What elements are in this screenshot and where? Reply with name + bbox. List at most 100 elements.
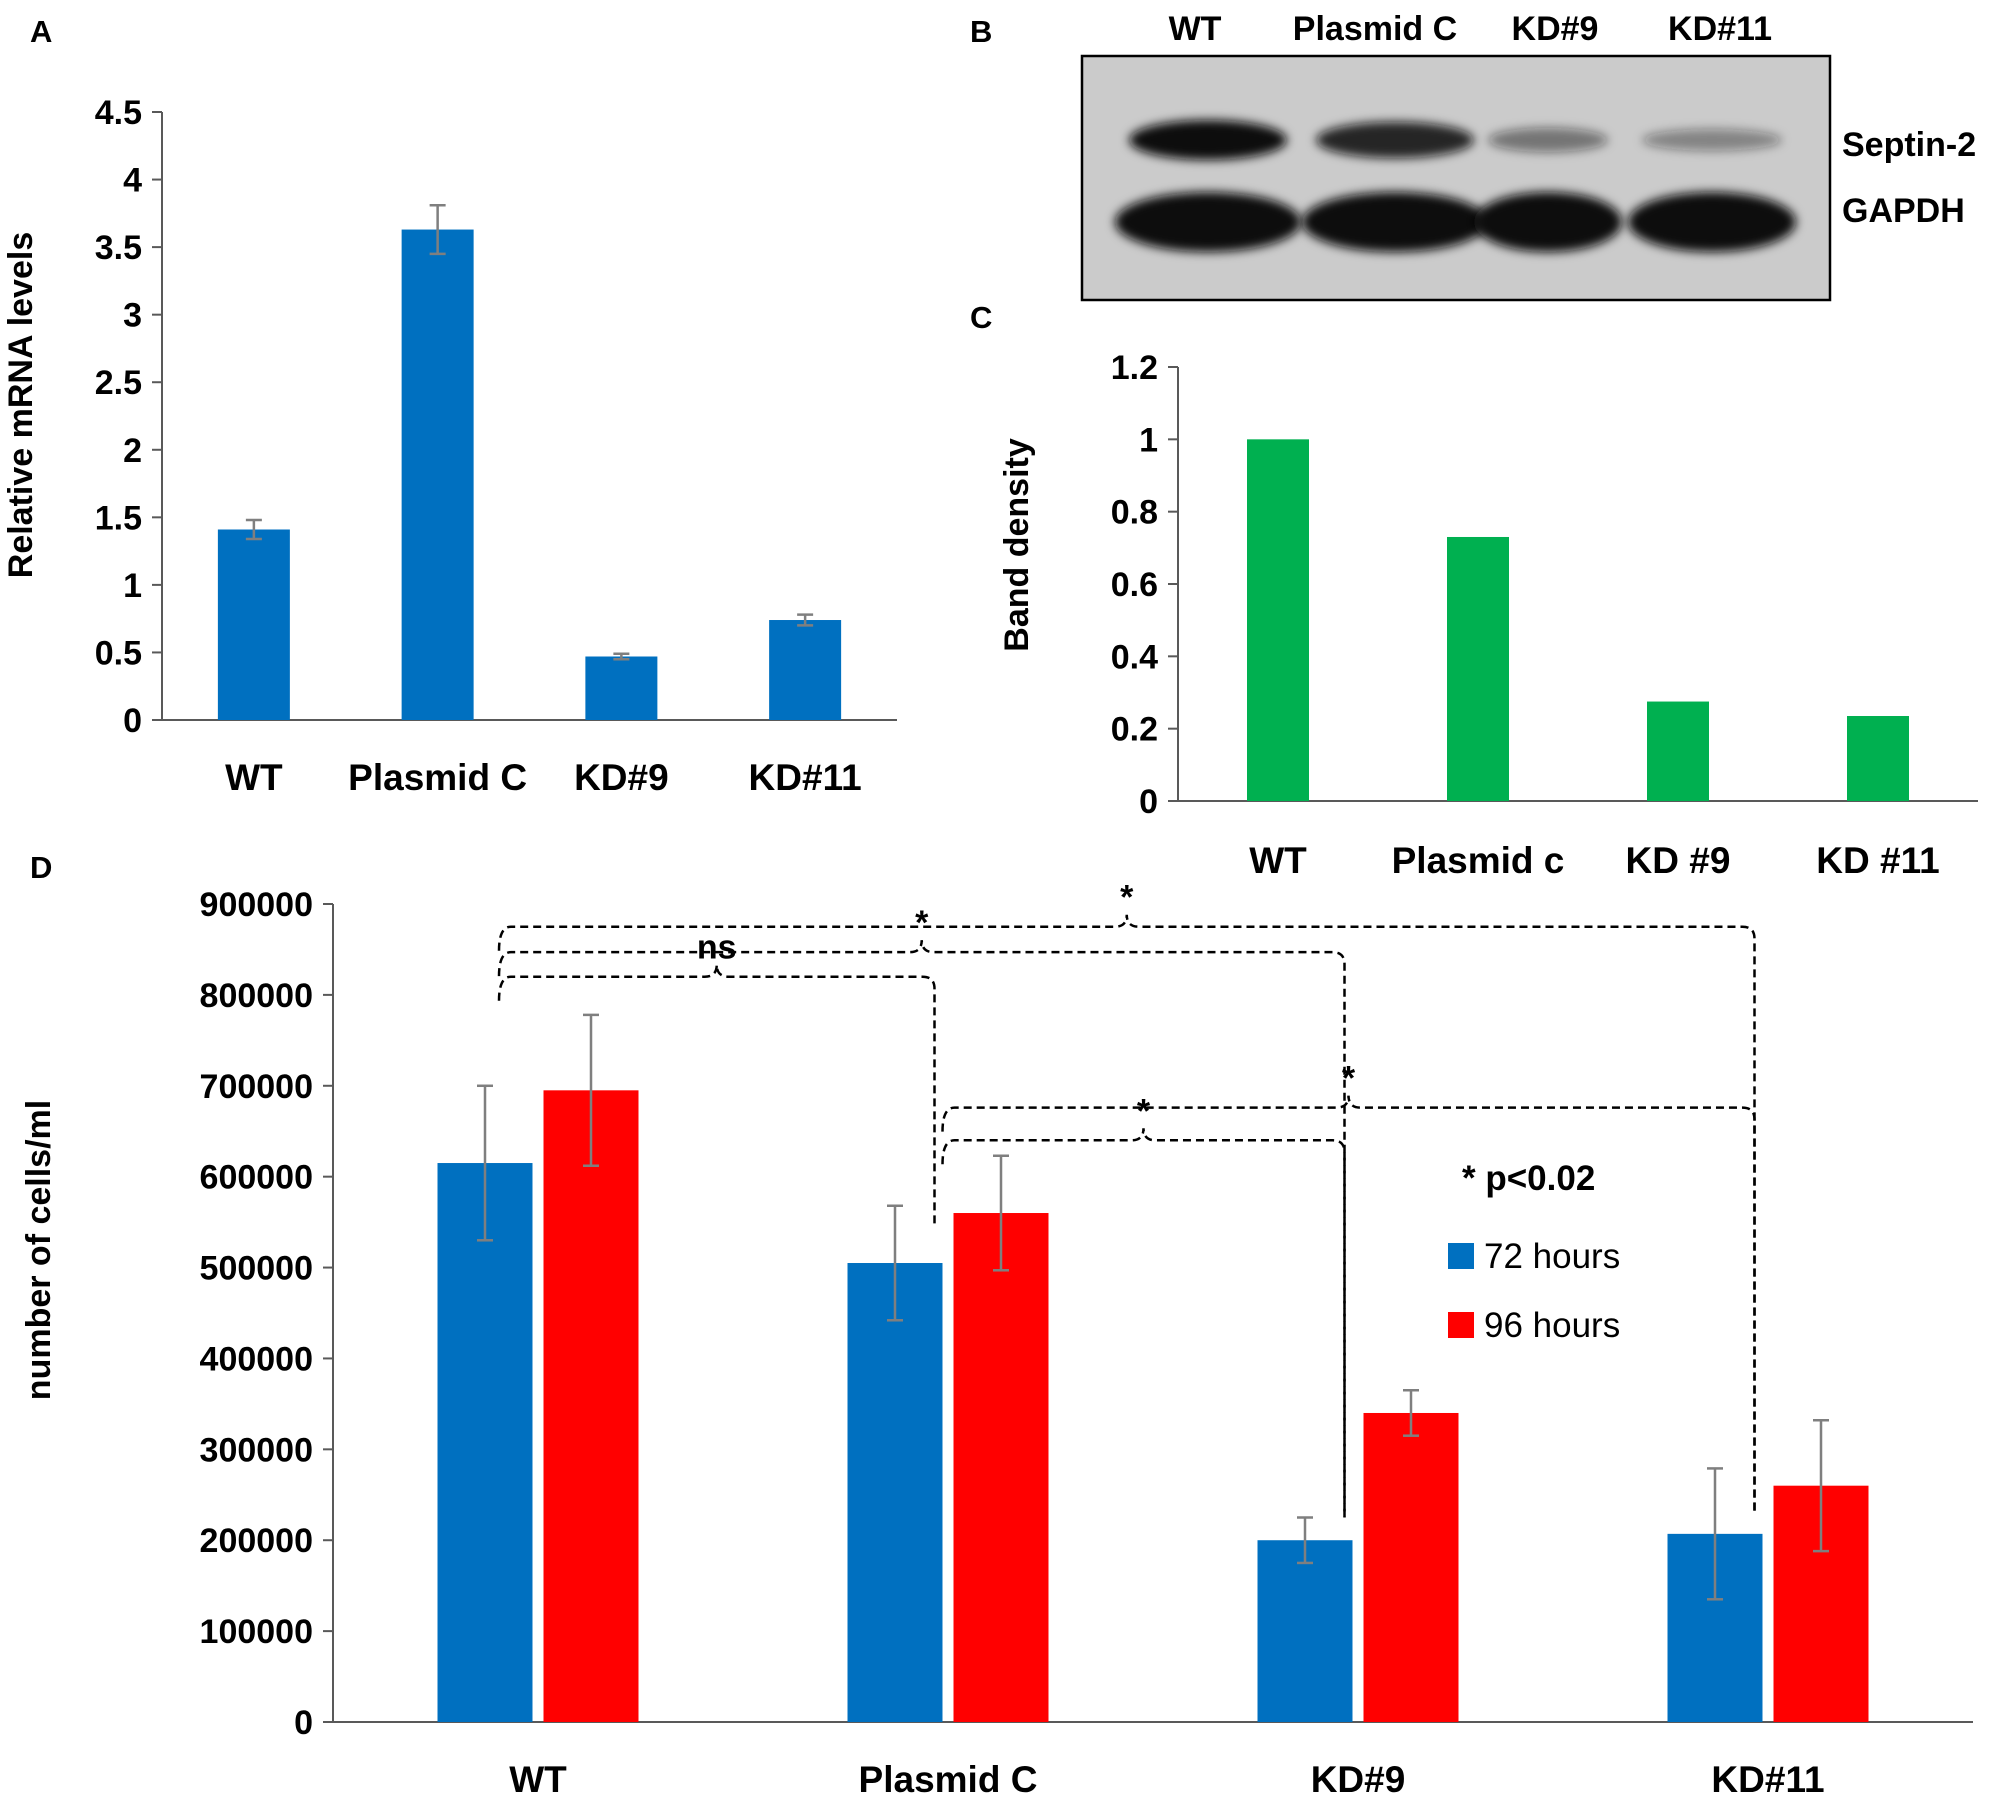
panel-d-bar-chart: 0 100000 200000 300000 400000 500000 600000 700… (200, 886, 1973, 1796)
bracket-plasmid-c-vs-kd-9 (941, 1128, 1346, 1518)
panel-a-bar-wt (217, 529, 290, 720)
panel-d-x-label-plasmid-c: Plasmid C (859, 1759, 1038, 1796)
panel-a-y-tick-label: 0.5 (95, 634, 142, 672)
blot-lane-label-kd-11: KD#11 (1668, 10, 1772, 48)
panel-c: C Band density 0 0.2 0.4 0.6 0.8 1 1.2 WT Plasmi… (970, 300, 1978, 881)
panel-d-legend: * p<0.02 72 hours 96 hours (1448, 1159, 1620, 1345)
p-value-note: * p<0.02 (1462, 1159, 1595, 1198)
bracket-plasmid-c-vs-kd-11 (941, 1095, 1756, 1512)
panel-a-y-tick-label: 2.5 (95, 364, 142, 402)
panel-c-y-tick-label: 1 (1139, 421, 1158, 459)
gapdh-band-wt (1115, 192, 1301, 252)
panel-d-y-tick-label: 700000 (200, 1068, 313, 1106)
panel-d-y-axis-title: number of cells/ml (20, 1100, 58, 1400)
panel-a-bar-chart: 0 0.5 1 1.5 2 2.5 3 3.5 4 4.5 WT Plasmid C KD#9 KD#11 (95, 94, 897, 798)
panel-c-bar-kd-9 (1647, 701, 1709, 801)
significance-label-plasmid-c-vs-kd-9: * (1137, 1092, 1151, 1130)
panel-c-y-tick-label: 1.2 (1111, 349, 1158, 387)
panel-a-x-label-wt: WT (225, 757, 283, 798)
panel-c-x-label-kd-11: KD #11 (1816, 840, 1939, 881)
panel-d-x-label-wt: WT (509, 1759, 567, 1796)
panel-d-bar-kd-9-72-hours (1257, 1540, 1353, 1722)
significance-label-wt-vs-kd-9: * (915, 904, 929, 942)
panel-d-y-tick-label: 800000 (200, 977, 313, 1015)
panel-a-bar-kd-11 (769, 620, 842, 720)
panel-c-y-tick-label: 0.2 (1111, 711, 1158, 749)
panel-c-bar-chart: 0 0.2 0.4 0.6 0.8 1 1.2 WT Plasmid c KD #9 KD #11 (1111, 349, 1978, 881)
panel-d-bar-plasmid-c-96-hours (953, 1213, 1049, 1722)
panel-d-y-tick-label: 900000 (200, 886, 313, 924)
septin-2-row-label: Septin-2 (1842, 126, 1976, 164)
panel-c-y-tick-label: 0.8 (1111, 494, 1158, 532)
panel-d-bar-plasmid-c-72-hours (847, 1263, 943, 1722)
bracket-wt-vs-kd-9 (497, 940, 1346, 1518)
panel-b-label: B (970, 14, 992, 49)
panel-d-bar-kd-9-96-hours (1363, 1412, 1459, 1722)
blot-lane-label-wt: WT (1169, 10, 1222, 48)
gapdh-band-kd-9 (1474, 192, 1622, 252)
panel-c-y-axis-title: Band density (998, 438, 1036, 652)
panel-a-bar-kd-9 (585, 656, 658, 720)
legend-label-96-hours: 96 hours (1484, 1306, 1620, 1345)
panel-a-y-tick-label: 4 (123, 162, 142, 200)
panel-d-label: D (30, 850, 52, 885)
panel-a-y-tick-label: 1 (123, 567, 142, 605)
septin-2-band-kd-9 (1488, 127, 1608, 153)
panel-a-y-tick-label: 0 (123, 702, 142, 740)
panel-a-y-axis-title: Relative mRNA levels (2, 232, 40, 578)
panel-a-y-tick-label: 1.5 (95, 499, 142, 537)
panel-a-bar-plasmid-c (401, 229, 474, 720)
panel-a-y-tick-label: 3.5 (95, 229, 142, 267)
legend-swatch-72-hours (1448, 1243, 1474, 1269)
panel-c-y-tick-label: 0 (1139, 783, 1158, 821)
panel-c-x-label-kd-9: KD #9 (1626, 840, 1731, 881)
panel-d-y-tick-label: 600000 (200, 1159, 313, 1197)
panel-d-y-tick-label: 300000 (200, 1431, 313, 1469)
significance-label-plasmid-c-vs-kd-11: * (1342, 1060, 1356, 1098)
panel-d-x-label-kd-11: KD#11 (1711, 1759, 1824, 1796)
gapdh-row-label: GAPDH (1842, 192, 1965, 230)
gapdh-band-plasmid-c (1302, 192, 1488, 252)
panel-c-x-label-wt: WT (1249, 840, 1307, 881)
panel-d-bar-wt-72-hours (437, 1163, 533, 1722)
panel-d: D number of cells/ml 0 100000 200000 300000… (20, 850, 1973, 1796)
western-blot-image (1080, 54, 1832, 302)
western-blot-bands (1115, 120, 1796, 252)
panel-a-y-tick-label: 3 (123, 297, 142, 335)
blot-lane-label-plasmid-c: Plasmid C (1293, 10, 1457, 48)
panel-d-y-tick-label: 500000 (200, 1250, 313, 1288)
panel-d-y-tick-label: 0 (294, 1704, 313, 1742)
panel-c-label: C (970, 300, 992, 335)
panel-d-y-tick-label: 200000 (200, 1522, 313, 1560)
gapdh-band-kd-11 (1628, 192, 1796, 252)
blot-lane-label-kd-9: KD#9 (1512, 10, 1599, 48)
panel-b: B WT Plasmid C KD#9 KD#11 Septin-2 GAPDH (970, 10, 1976, 302)
panel-a-y-tick-label: 4.5 (95, 94, 142, 132)
western-blot-lane-labels: WT Plasmid C KD#9 KD#11 (1169, 10, 1772, 48)
septin-2-band-wt (1129, 120, 1287, 160)
panel-a-y-tick-label: 2 (123, 432, 142, 470)
panel-c-x-label-plasmid-c: Plasmid c (1392, 840, 1565, 881)
panel-d-bar-wt-96-hours (543, 1090, 639, 1722)
bracket-wt-vs-plasmid-c (497, 964, 936, 1227)
panel-a: A Relative mRNA levels 0 0.5 1 1.5 2 2.5 3 3.5 4… (2, 14, 897, 798)
significance-brackets: ns * * * * (497, 879, 1756, 1518)
panel-c-y-tick-label: 0.6 (1111, 566, 1158, 604)
panel-d-y-tick-label: 100000 (200, 1613, 313, 1651)
panel-c-y-tick-label: 0.4 (1111, 638, 1158, 676)
panel-d-y-tick-label: 400000 (200, 1340, 313, 1378)
legend-label-72-hours: 72 hours (1484, 1237, 1620, 1276)
septin-2-band-kd-11 (1642, 129, 1782, 151)
panel-c-bar-plasmid-c (1447, 536, 1509, 801)
panel-a-x-label-kd-9: KD#9 (574, 757, 669, 798)
panel-c-bar-wt (1247, 439, 1309, 801)
panel-a-x-label-plasmid-c: Plasmid C (348, 757, 527, 798)
panel-c-bar-kd-11 (1847, 716, 1909, 801)
panel-a-x-label-kd-11: KD#11 (749, 757, 862, 798)
significance-label-wt-vs-kd-11: * (1120, 879, 1134, 917)
legend-swatch-96-hours (1448, 1312, 1474, 1338)
significance-label-wt-vs-plasmid-c: ns (697, 929, 737, 967)
septin-2-band-plasmid-c (1316, 121, 1474, 159)
bracket-wt-vs-kd-11 (497, 914, 1756, 1512)
